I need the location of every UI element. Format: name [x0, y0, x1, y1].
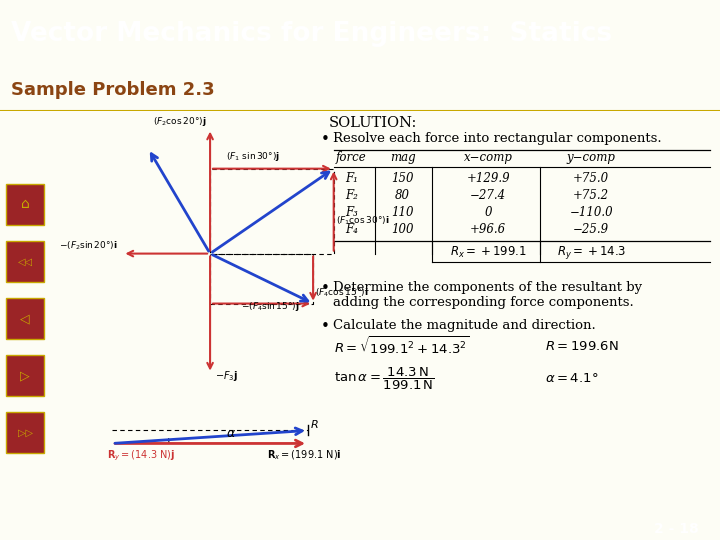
Text: Resolve each force into rectangular components.: Resolve each force into rectangular comp… — [333, 132, 661, 145]
Text: force: force — [336, 151, 366, 164]
Text: adding the corresponding force components.: adding the corresponding force component… — [333, 295, 634, 308]
Text: ◁◁: ◁◁ — [18, 256, 32, 267]
Text: $\mathbf{R}_y = (14.3\ \mathrm{N})\mathbf{j}$: $\mathbf{R}_y = (14.3\ \mathrm{N})\mathb… — [107, 449, 176, 463]
Text: Vector Mechanics for Engineers:  Statics: Vector Mechanics for Engineers: Statics — [11, 21, 612, 46]
Text: y−comp: y−comp — [567, 151, 616, 164]
Text: Determine the components of the resultant by: Determine the components of the resultan… — [333, 281, 642, 294]
Text: −27.4: −27.4 — [470, 189, 506, 202]
Text: SOLUTION:: SOLUTION: — [328, 116, 417, 130]
Text: Sample Problem 2.3: Sample Problem 2.3 — [11, 80, 215, 99]
Text: mag: mag — [390, 151, 415, 164]
Text: x−comp: x−comp — [464, 151, 513, 164]
Text: +129.9: +129.9 — [467, 172, 510, 185]
Text: 100: 100 — [392, 223, 414, 236]
Text: $(F_2 \cos 20°)\mathbf{j}$: $(F_2 \cos 20°)\mathbf{j}$ — [153, 114, 207, 127]
Text: •: • — [320, 132, 329, 147]
Text: 0: 0 — [485, 206, 492, 219]
Text: $(F_1\ \sin 30°)\mathbf{j}$: $(F_1\ \sin 30°)\mathbf{j}$ — [225, 150, 279, 163]
Text: ◁: ◁ — [20, 312, 30, 325]
Text: •: • — [320, 281, 329, 295]
Text: ▷▷: ▷▷ — [18, 428, 32, 438]
Text: $-(F_4 \sin 15°)\mathbf{j}$: $-(F_4 \sin 15°)\mathbf{j}$ — [241, 300, 300, 313]
Text: $\mathbf{R}_x = (199.1\ \mathrm{N})\mathbf{i}$: $\mathbf{R}_x = (199.1\ \mathrm{N})\math… — [266, 449, 341, 462]
Text: $(F_1 \cos 30°)\mathbf{i}$: $(F_1 \cos 30°)\mathbf{i}$ — [336, 214, 389, 227]
Text: F₄: F₄ — [345, 223, 358, 236]
FancyBboxPatch shape — [6, 298, 45, 339]
Text: 2 - 18: 2 - 18 — [654, 522, 698, 536]
Text: •: • — [320, 319, 329, 334]
FancyBboxPatch shape — [6, 241, 45, 282]
Text: −110.0: −110.0 — [570, 206, 613, 219]
Text: Calculate the magnitude and direction.: Calculate the magnitude and direction. — [333, 319, 595, 332]
Text: +75.0: +75.0 — [573, 172, 609, 185]
Text: $\alpha$: $\alpha$ — [225, 428, 235, 441]
Text: $\alpha = 4.1°$: $\alpha = 4.1°$ — [545, 372, 598, 385]
Text: $R = 199.6\mathrm{N}$: $R = 199.6\mathrm{N}$ — [545, 340, 618, 353]
Text: +75.2: +75.2 — [573, 189, 609, 202]
Text: F₂: F₂ — [345, 189, 358, 202]
Text: $R_x = +199.1$: $R_x = +199.1$ — [450, 245, 526, 260]
Text: $-F_3\mathbf{j}$: $-F_3\mathbf{j}$ — [215, 368, 238, 382]
Text: 80: 80 — [395, 189, 410, 202]
FancyBboxPatch shape — [6, 355, 45, 396]
Text: R: R — [311, 421, 319, 430]
Text: $R = \sqrt{199.1^2 + 14.3^2}$: $R = \sqrt{199.1^2 + 14.3^2}$ — [333, 336, 469, 357]
Text: F₃: F₃ — [345, 206, 358, 219]
Text: $(F_4 \cos 15°)\mathbf{i}$: $(F_4 \cos 15°)\mathbf{i}$ — [315, 287, 369, 299]
Text: $\tan\alpha = \dfrac{14.3\,\mathrm{N}}{199.1\,\mathrm{N}}$: $\tan\alpha = \dfrac{14.3\,\mathrm{N}}{1… — [333, 366, 435, 392]
Text: +96.6: +96.6 — [470, 223, 506, 236]
Text: ▷: ▷ — [20, 369, 30, 382]
FancyBboxPatch shape — [6, 413, 45, 453]
Text: 110: 110 — [392, 206, 414, 219]
Text: ⌂: ⌂ — [21, 198, 30, 212]
Text: F₁: F₁ — [345, 172, 358, 185]
Text: $-(F_2 \sin 20°)\mathbf{i}$: $-(F_2 \sin 20°)\mathbf{i}$ — [58, 240, 117, 252]
Text: 150: 150 — [392, 172, 414, 185]
Text: $R_y = +14.3$: $R_y = +14.3$ — [557, 244, 626, 261]
Text: −25.9: −25.9 — [573, 223, 609, 236]
FancyBboxPatch shape — [6, 184, 45, 225]
